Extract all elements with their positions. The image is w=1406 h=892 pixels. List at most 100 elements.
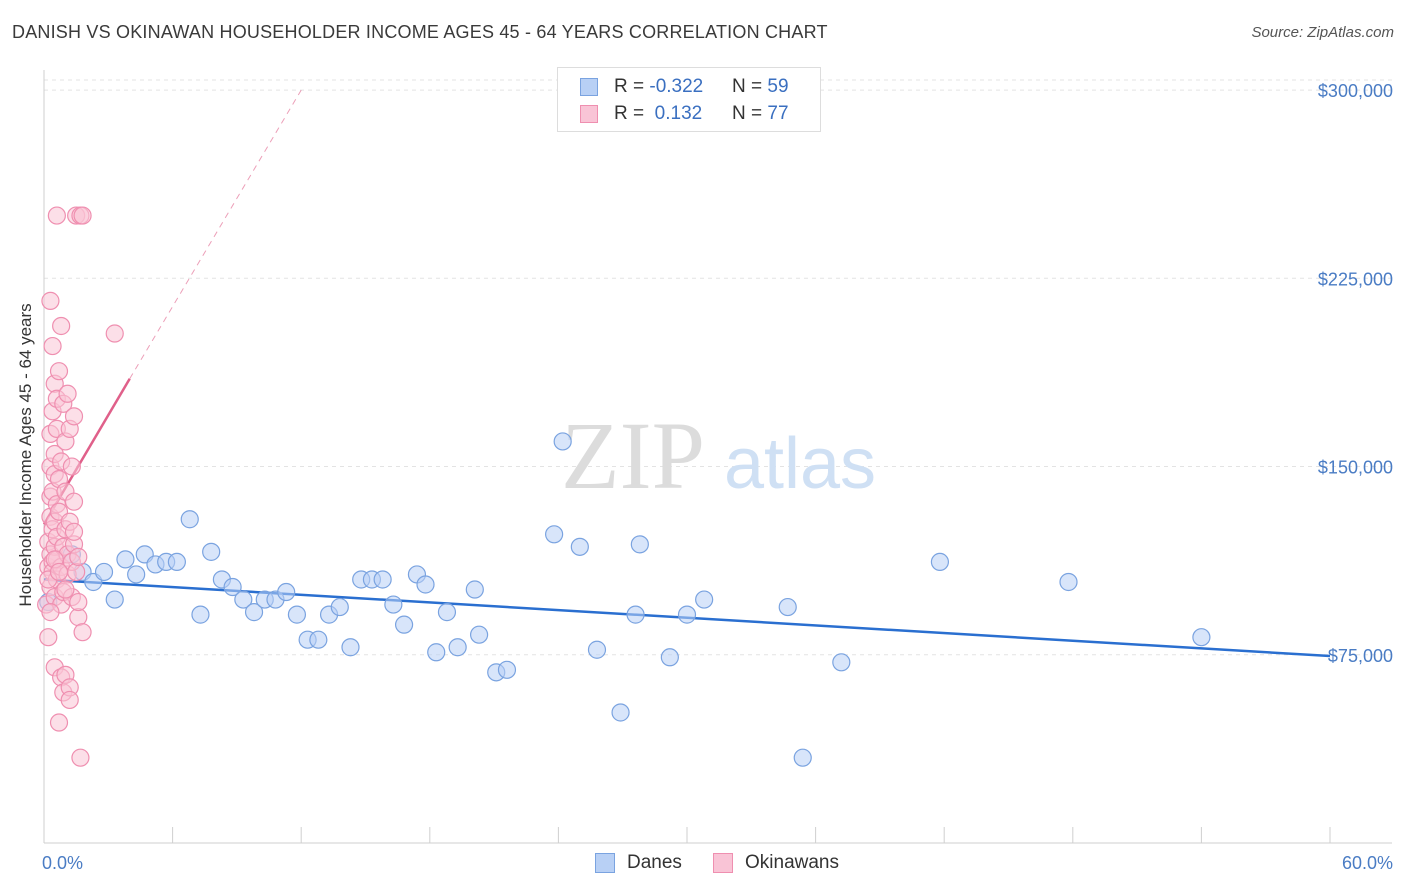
- point-danes[interactable]: [1192, 628, 1211, 647]
- trend-line-extension: [129, 89, 302, 379]
- legend-item-okinawans[interactable]: Okinawans: [713, 852, 839, 874]
- point-danes[interactable]: [465, 580, 484, 599]
- legend-row-okinawans: R = 0.132 N = 77: [580, 102, 789, 126]
- point-danes[interactable]: [167, 552, 186, 572]
- point-danes[interactable]: [677, 605, 697, 624]
- correlation-legend: R = -0.322 N = 59 R = 0.132 N = 77: [557, 67, 821, 132]
- point-danes[interactable]: [384, 595, 403, 614]
- point-danes[interactable]: [427, 643, 446, 662]
- legend-n-label: N =: [732, 103, 768, 124]
- point-danes[interactable]: [416, 575, 435, 594]
- point-danes[interactable]: [341, 638, 360, 657]
- legend-swatch-okinawans: [580, 105, 598, 123]
- y-tick-label: $150,000: [1318, 458, 1393, 478]
- point-danes[interactable]: [437, 603, 457, 622]
- y-tick-labels: $75,000 $150,000 $225,000 $300,000: [1318, 81, 1393, 666]
- point-okinawans[interactable]: [105, 324, 124, 343]
- point-okinawans[interactable]: [43, 336, 62, 356]
- y-tick-label: $225,000: [1318, 269, 1393, 289]
- point-danes[interactable]: [553, 432, 572, 451]
- point-okinawans[interactable]: [60, 690, 79, 710]
- point-danes[interactable]: [116, 550, 135, 569]
- point-okinawans[interactable]: [73, 206, 92, 225]
- point-danes[interactable]: [202, 542, 221, 561]
- point-danes[interactable]: [1059, 572, 1078, 592]
- okinawans-swatch: [713, 853, 733, 873]
- point-okinawans[interactable]: [64, 522, 84, 541]
- point-okinawans[interactable]: [69, 592, 88, 612]
- point-okinawans[interactable]: [64, 492, 84, 511]
- point-danes[interactable]: [660, 648, 679, 667]
- point-okinawans[interactable]: [73, 623, 92, 642]
- point-okinawans[interactable]: [41, 291, 60, 310]
- legend-swatch-danes: [580, 78, 598, 96]
- y-tick-label: $75,000: [1328, 646, 1393, 666]
- okinawans-label: Okinawans: [745, 852, 839, 873]
- legend-n-value: 77: [767, 103, 789, 124]
- point-danes[interactable]: [191, 605, 210, 624]
- point-danes[interactable]: [223, 577, 242, 597]
- point-danes[interactable]: [832, 653, 851, 672]
- point-danes[interactable]: [448, 638, 467, 657]
- legend-r-label: R =: [614, 76, 650, 97]
- point-danes[interactable]: [930, 552, 950, 572]
- point-danes[interactable]: [180, 510, 199, 529]
- point-okinawans[interactable]: [71, 748, 90, 767]
- point-okinawans[interactable]: [49, 362, 69, 381]
- axes: [43, 70, 1392, 844]
- point-okinawans[interactable]: [52, 316, 71, 336]
- point-danes[interactable]: [497, 660, 517, 679]
- legend-n-value: 59: [767, 76, 789, 97]
- point-danes[interactable]: [244, 603, 264, 622]
- series-legend: Danes Okinawans: [0, 852, 1406, 878]
- data-points: [37, 206, 1211, 767]
- point-danes[interactable]: [394, 615, 414, 634]
- point-okinawans[interactable]: [49, 562, 69, 582]
- danes-swatch: [595, 853, 615, 873]
- point-danes[interactable]: [469, 625, 489, 644]
- point-danes[interactable]: [570, 537, 589, 556]
- point-okinawans[interactable]: [67, 562, 86, 582]
- point-danes[interactable]: [587, 640, 607, 659]
- point-danes[interactable]: [626, 605, 645, 624]
- point-danes[interactable]: [277, 582, 296, 602]
- point-danes[interactable]: [234, 590, 253, 609]
- point-danes[interactable]: [778, 597, 797, 617]
- point-okinawans[interactable]: [39, 628, 58, 647]
- point-okinawans[interactable]: [49, 713, 69, 732]
- point-okinawans[interactable]: [56, 580, 75, 599]
- point-danes[interactable]: [127, 565, 146, 584]
- point-okinawans[interactable]: [41, 603, 60, 622]
- legend-r-value: -0.322: [649, 76, 704, 97]
- point-okinawans[interactable]: [69, 547, 88, 566]
- x-tick-labels: 0.0% 60.0%: [42, 853, 1393, 873]
- legend-item-danes[interactable]: Danes: [595, 852, 682, 874]
- source-label: Source: ZipAtlas.com: [1251, 24, 1394, 41]
- point-danes[interactable]: [545, 525, 564, 544]
- point-danes[interactable]: [630, 535, 649, 554]
- point-okinawans[interactable]: [69, 608, 88, 627]
- legend-n-label: N =: [732, 76, 768, 97]
- watermark: ZIP atlas: [561, 402, 876, 509]
- point-danes[interactable]: [695, 590, 714, 609]
- gridlines: [44, 79, 1392, 656]
- point-okinawans[interactable]: [58, 384, 77, 403]
- watermark-zip: ZIP: [561, 402, 705, 509]
- point-okinawans[interactable]: [64, 407, 84, 426]
- point-danes[interactable]: [373, 570, 392, 589]
- point-danes[interactable]: [309, 630, 328, 649]
- x-tick-label-min: 0.0%: [42, 853, 83, 873]
- point-okinawans[interactable]: [47, 206, 66, 225]
- point-danes[interactable]: [94, 562, 114, 582]
- point-danes[interactable]: [287, 605, 307, 624]
- trend-lines: [42, 89, 1331, 658]
- y-tick-label: $300,000: [1318, 81, 1393, 101]
- y-axis-label: Householder Income Ages 45 - 64 years: [16, 303, 35, 606]
- series-okinawans: [37, 206, 124, 767]
- point-okinawans[interactable]: [62, 457, 81, 476]
- point-danes[interactable]: [793, 748, 812, 767]
- point-danes[interactable]: [611, 703, 630, 722]
- point-danes[interactable]: [105, 590, 124, 609]
- point-danes[interactable]: [330, 597, 349, 617]
